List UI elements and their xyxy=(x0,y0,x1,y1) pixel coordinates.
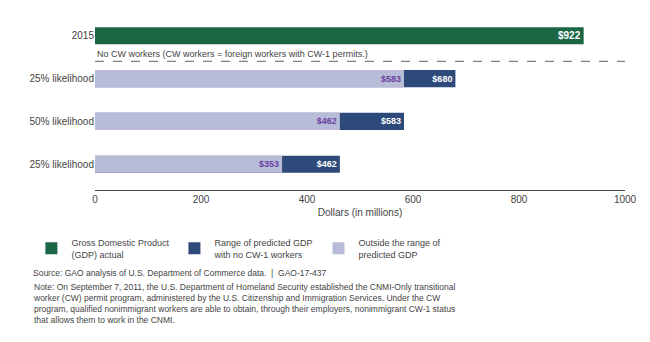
svg-text:200: 200 xyxy=(193,194,210,205)
svg-text:Note: On September 7, 2011, th: Note: On September 7, 2011, the U.S. Dep… xyxy=(33,282,455,325)
svg-text:Gross Domestic Product(GDP) ac: Gross Domestic Product(GDP) actual xyxy=(71,238,169,260)
svg-text:$922: $922 xyxy=(558,30,581,41)
svg-text:$462: $462 xyxy=(317,116,337,126)
svg-text:25% likelihood: 25% likelihood xyxy=(30,73,95,84)
svg-text:2015: 2015 xyxy=(72,30,95,41)
svg-text:No CW workers (CW workers = fo: No CW workers (CW workers = foreign work… xyxy=(97,49,368,59)
svg-text:Source: GAO analysis of U.S. D: Source: GAO analysis of U.S. Department … xyxy=(33,268,326,278)
svg-text:1000: 1000 xyxy=(614,194,637,205)
svg-text:400: 400 xyxy=(299,194,316,205)
svg-text:Range of predicted GDPwith no: Range of predicted GDPwith no CW-1 worke… xyxy=(213,238,312,260)
svg-text:$583: $583 xyxy=(381,116,401,126)
svg-text:25% likelihood: 25% likelihood xyxy=(30,159,95,170)
svg-text:Dollars (in millions): Dollars (in millions) xyxy=(318,207,402,218)
svg-text:800: 800 xyxy=(511,194,528,205)
svg-text:$583: $583 xyxy=(381,74,401,84)
svg-text:Outside the range ofpredicted: Outside the range ofpredicted GDP xyxy=(358,238,440,260)
svg-text:$353: $353 xyxy=(259,159,279,169)
svg-text:600: 600 xyxy=(405,194,422,205)
svg-text:50% likelihood: 50% likelihood xyxy=(30,116,95,127)
svg-text:$462: $462 xyxy=(317,159,337,169)
svg-text:$680: $680 xyxy=(432,74,452,84)
svg-text:0: 0 xyxy=(92,194,98,205)
